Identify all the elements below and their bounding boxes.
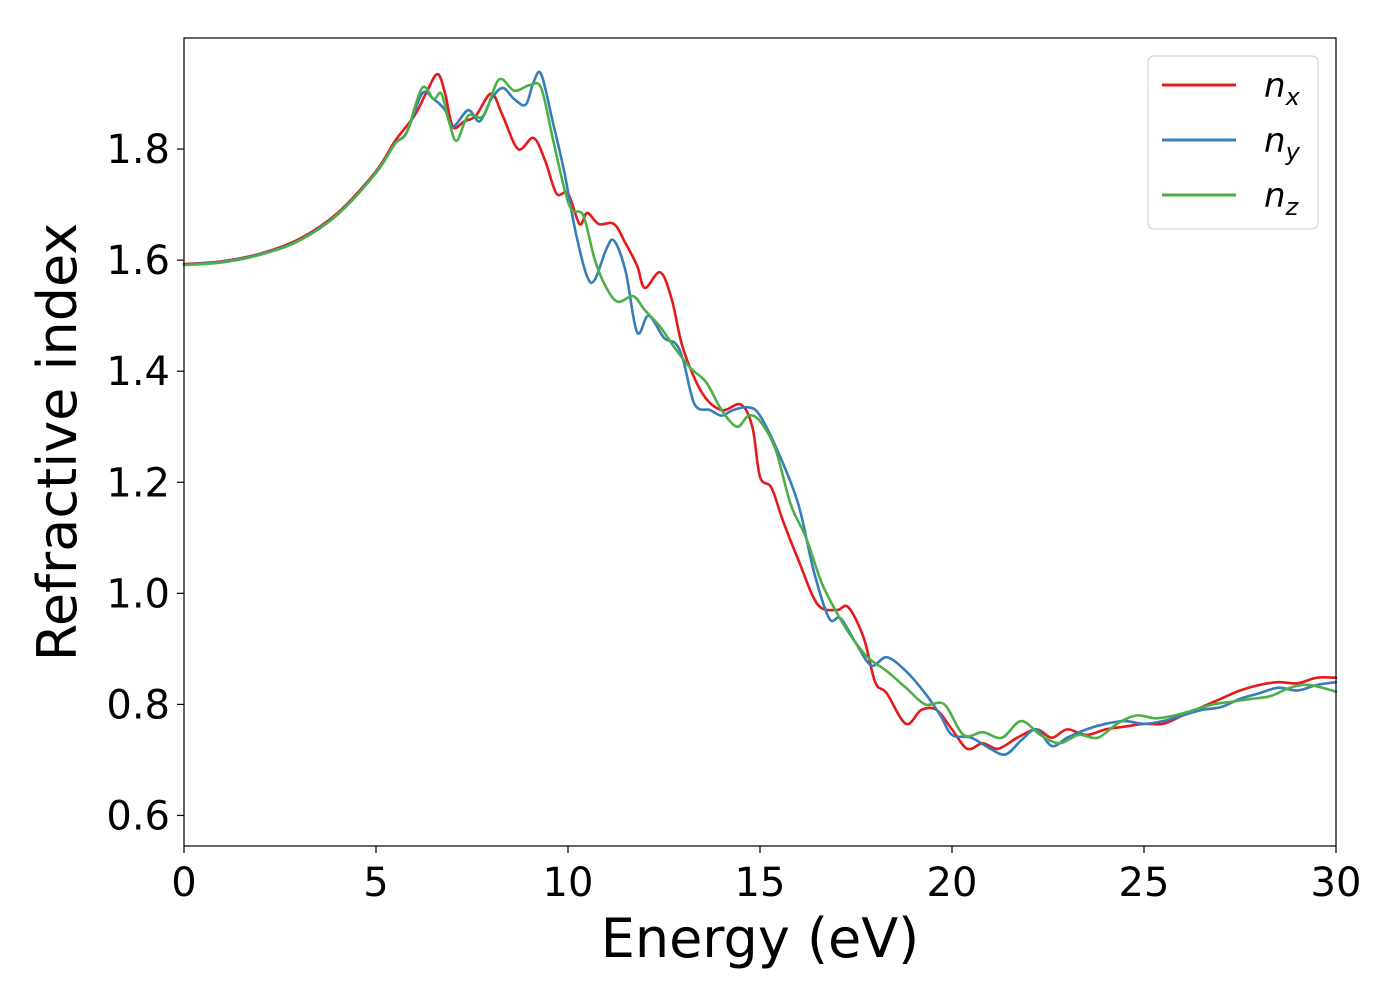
y-tick-label: 0.8 bbox=[106, 682, 170, 728]
y-tick-label: 1.2 bbox=[106, 460, 170, 506]
x-tick-label: 10 bbox=[543, 860, 594, 906]
legend: nx ny nz bbox=[1147, 55, 1319, 230]
y-axis: 0.6 0.8 1.0 1.2 1.4 1.6 1.8 bbox=[106, 127, 184, 839]
series-layer bbox=[182, 70, 1338, 756]
legend-label-nz: nz bbox=[1264, 176, 1300, 221]
series-line-nx bbox=[182, 72, 1338, 751]
series-line-ny bbox=[182, 70, 1338, 756]
x-tick-label: 25 bbox=[1119, 860, 1170, 906]
x-tick-label: 0 bbox=[171, 860, 196, 906]
x-tick-label: 5 bbox=[363, 860, 388, 906]
x-tick-label: 20 bbox=[927, 860, 978, 906]
y-axis-label: Refractive index bbox=[26, 223, 89, 662]
y-tick-label: 1.0 bbox=[106, 571, 170, 617]
y-tick-label: 0.6 bbox=[106, 793, 170, 839]
legend-label-nx: nx bbox=[1264, 66, 1301, 111]
y-tick-label: 1.8 bbox=[106, 127, 170, 173]
x-axis-label: Energy (eV) bbox=[601, 907, 920, 970]
series-line-nz bbox=[182, 77, 1338, 745]
x-tick-label: 30 bbox=[1311, 860, 1362, 906]
x-axis: 0 5 10 15 20 25 30 bbox=[171, 846, 1361, 906]
y-tick-label: 1.4 bbox=[106, 349, 170, 395]
legend-label-ny: ny bbox=[1264, 121, 1301, 166]
x-tick-label: 15 bbox=[735, 860, 786, 906]
legend-box bbox=[1147, 55, 1319, 230]
y-tick-label: 1.6 bbox=[106, 238, 170, 284]
